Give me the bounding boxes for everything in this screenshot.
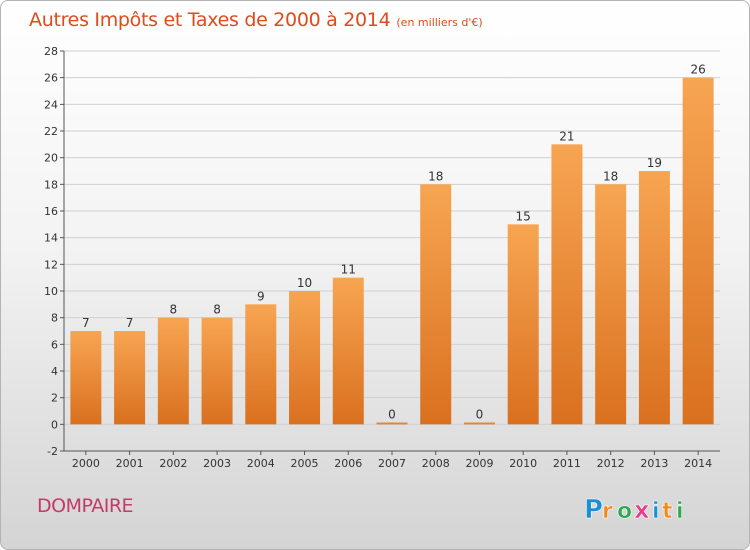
bar-2012: [595, 184, 627, 425]
bar-2006: [332, 277, 364, 425]
commune-name: DOMPAIRE: [37, 495, 134, 517]
x-tick-label-2002: 2002: [159, 457, 187, 470]
x-tick-label-2005: 2005: [291, 457, 319, 470]
value-label-2006: 11: [341, 263, 356, 277]
y-tick-label: 26: [44, 72, 58, 85]
brand-letter: x: [634, 496, 650, 524]
bar-2014: [682, 77, 714, 425]
value-label-2011: 21: [559, 129, 574, 143]
y-tick-label: 14: [44, 232, 58, 245]
bar-2001: [114, 331, 146, 425]
bar-2005: [289, 291, 321, 425]
y-tick-label: 10: [44, 285, 58, 298]
y-tick-label: 20: [44, 152, 58, 165]
y-tick-label: 6: [51, 338, 58, 351]
bar-2002: [157, 317, 189, 425]
value-label-2001: 7: [126, 316, 134, 330]
y-tick-label: 8: [51, 312, 58, 325]
y-tick-label: 28: [44, 45, 58, 58]
value-label-2007: 0: [388, 407, 396, 421]
value-label-2008: 18: [428, 169, 443, 183]
value-label-2002: 8: [170, 303, 178, 317]
y-tick-label: 24: [44, 98, 58, 111]
x-tick-label-2009: 2009: [465, 457, 493, 470]
value-label-2000: 7: [82, 316, 90, 330]
x-tick-label-2000: 2000: [72, 457, 100, 470]
x-tick-label-2003: 2003: [203, 457, 231, 470]
chart-title: Autres Impôts et Taxes de 2000 à 2014 (en…: [29, 9, 483, 31]
value-label-2012: 18: [603, 169, 618, 183]
x-tick-label-2006: 2006: [334, 457, 362, 470]
x-tick-label-2007: 2007: [378, 457, 406, 470]
y-tick-label: 2: [51, 392, 58, 405]
value-label-2003: 8: [213, 303, 221, 317]
bar-2013: [638, 171, 670, 425]
value-labels: 7 7 8 8 9 10 11 0 18 0 15 21 18 19 26: [82, 63, 706, 422]
brand-letter: i: [676, 499, 684, 524]
y-tick-label: 22: [44, 125, 58, 138]
value-label-2004: 9: [257, 289, 265, 303]
brand-letter: P: [584, 495, 603, 525]
x-tick-label-2010: 2010: [509, 457, 537, 470]
bar-2004: [245, 304, 277, 425]
value-label-2013: 19: [647, 156, 662, 170]
x-tick-label-2011: 2011: [553, 457, 581, 470]
x-tick-label-2014: 2014: [684, 457, 712, 470]
y-tick-label: 0: [51, 418, 58, 431]
chart-title-text: Autres Impôts et Taxes de 2000 à 2014: [29, 9, 391, 31]
brand-letter: t: [662, 499, 673, 524]
bar-2010: [507, 224, 539, 425]
value-label-2009: 0: [476, 407, 484, 421]
bar-2011: [551, 144, 583, 425]
bar-2008: [420, 184, 452, 425]
y-tick-label: 4: [51, 365, 58, 378]
bar-2003: [201, 317, 233, 425]
x-tick-label-2001: 2001: [116, 457, 144, 470]
bars: [70, 77, 714, 425]
brand-letter: r: [602, 499, 613, 524]
x-tick-label-2012: 2012: [597, 457, 625, 470]
value-label-2005: 10: [297, 276, 312, 290]
bar-2007: [376, 422, 408, 425]
y-tick-label: 12: [44, 258, 58, 271]
y-tick-label: 16: [44, 205, 58, 218]
bar-2009: [463, 422, 495, 425]
value-label-2010: 15: [516, 209, 531, 223]
bar-2000: [70, 331, 102, 425]
brand-letter: i: [652, 499, 660, 524]
x-tick-label-2004: 2004: [247, 457, 275, 470]
brand-letter: o: [617, 499, 632, 524]
chart-unit-text: (en milliers d'€): [396, 16, 483, 29]
y-tick-label: 18: [44, 178, 58, 191]
x-tick-label-2013: 2013: [640, 457, 668, 470]
y-tick-label: -2: [47, 445, 58, 458]
x-tick-label-2008: 2008: [422, 457, 450, 470]
value-label-2014: 26: [690, 63, 705, 77]
